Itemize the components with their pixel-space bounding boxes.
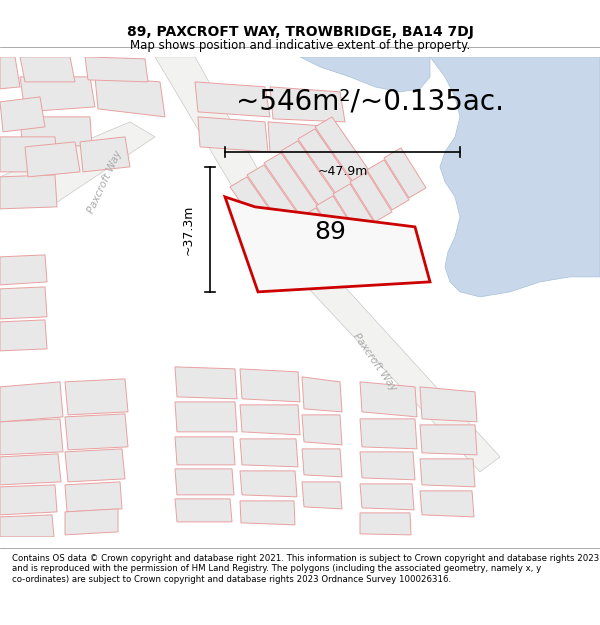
Polygon shape (299, 208, 341, 258)
Polygon shape (384, 148, 426, 198)
Polygon shape (175, 469, 234, 495)
Polygon shape (0, 122, 155, 207)
Text: Contains OS data © Crown copyright and database right 2021. This information is : Contains OS data © Crown copyright and d… (12, 554, 599, 584)
Polygon shape (25, 142, 80, 177)
Polygon shape (240, 405, 300, 435)
Polygon shape (80, 137, 130, 172)
Polygon shape (175, 367, 237, 399)
Polygon shape (0, 485, 57, 515)
Polygon shape (247, 165, 302, 230)
Polygon shape (230, 177, 285, 242)
Polygon shape (333, 184, 375, 234)
Polygon shape (0, 419, 63, 455)
Polygon shape (360, 484, 414, 510)
Polygon shape (281, 141, 336, 206)
Text: Paxcroft Way: Paxcroft Way (86, 149, 124, 215)
Polygon shape (0, 57, 20, 89)
Polygon shape (302, 482, 342, 509)
Polygon shape (315, 117, 370, 182)
Polygon shape (240, 501, 295, 525)
Polygon shape (367, 160, 409, 210)
Polygon shape (0, 287, 47, 319)
Polygon shape (155, 57, 290, 242)
Polygon shape (195, 82, 270, 117)
Polygon shape (316, 196, 358, 246)
Polygon shape (175, 499, 232, 522)
Polygon shape (430, 57, 600, 297)
Polygon shape (240, 471, 297, 497)
Polygon shape (95, 77, 165, 117)
Polygon shape (240, 439, 298, 467)
Polygon shape (360, 452, 415, 480)
Polygon shape (20, 77, 95, 112)
Polygon shape (265, 227, 500, 472)
Polygon shape (0, 255, 47, 285)
Text: ~37.3m: ~37.3m (182, 204, 194, 254)
Polygon shape (360, 419, 417, 449)
Polygon shape (302, 415, 342, 445)
Polygon shape (270, 87, 345, 122)
Polygon shape (420, 425, 477, 455)
Polygon shape (0, 320, 47, 351)
Text: Paxcroft Way: Paxcroft Way (352, 331, 398, 392)
Polygon shape (175, 437, 235, 465)
Polygon shape (420, 491, 474, 517)
Polygon shape (20, 117, 92, 147)
Polygon shape (65, 449, 125, 482)
Polygon shape (420, 387, 477, 422)
Text: ~47.9m: ~47.9m (317, 166, 368, 178)
Polygon shape (225, 197, 430, 292)
Polygon shape (302, 377, 342, 412)
Polygon shape (350, 172, 392, 222)
Polygon shape (0, 97, 45, 132)
Polygon shape (300, 57, 430, 92)
Text: 89: 89 (314, 220, 346, 244)
Text: ~546m²/~0.135ac.: ~546m²/~0.135ac. (236, 88, 504, 116)
Polygon shape (0, 175, 57, 209)
Polygon shape (240, 369, 300, 402)
Polygon shape (360, 382, 417, 417)
Polygon shape (302, 449, 342, 477)
Polygon shape (0, 515, 54, 537)
Polygon shape (175, 402, 237, 432)
Polygon shape (0, 454, 61, 485)
Polygon shape (0, 137, 58, 172)
Polygon shape (85, 57, 148, 82)
Polygon shape (65, 509, 118, 535)
Polygon shape (282, 220, 324, 270)
Polygon shape (298, 129, 353, 194)
Polygon shape (0, 382, 63, 422)
Polygon shape (360, 513, 411, 535)
Polygon shape (264, 153, 319, 218)
Polygon shape (65, 414, 128, 450)
Polygon shape (20, 57, 75, 82)
Polygon shape (420, 459, 475, 487)
Text: 89, PAXCROFT WAY, TROWBRIDGE, BA14 7DJ: 89, PAXCROFT WAY, TROWBRIDGE, BA14 7DJ (127, 25, 473, 39)
Polygon shape (65, 379, 128, 415)
Text: Map shows position and indicative extent of the property.: Map shows position and indicative extent… (130, 39, 470, 52)
Polygon shape (268, 122, 338, 157)
Polygon shape (198, 117, 268, 152)
Polygon shape (65, 482, 122, 512)
Polygon shape (265, 232, 307, 282)
